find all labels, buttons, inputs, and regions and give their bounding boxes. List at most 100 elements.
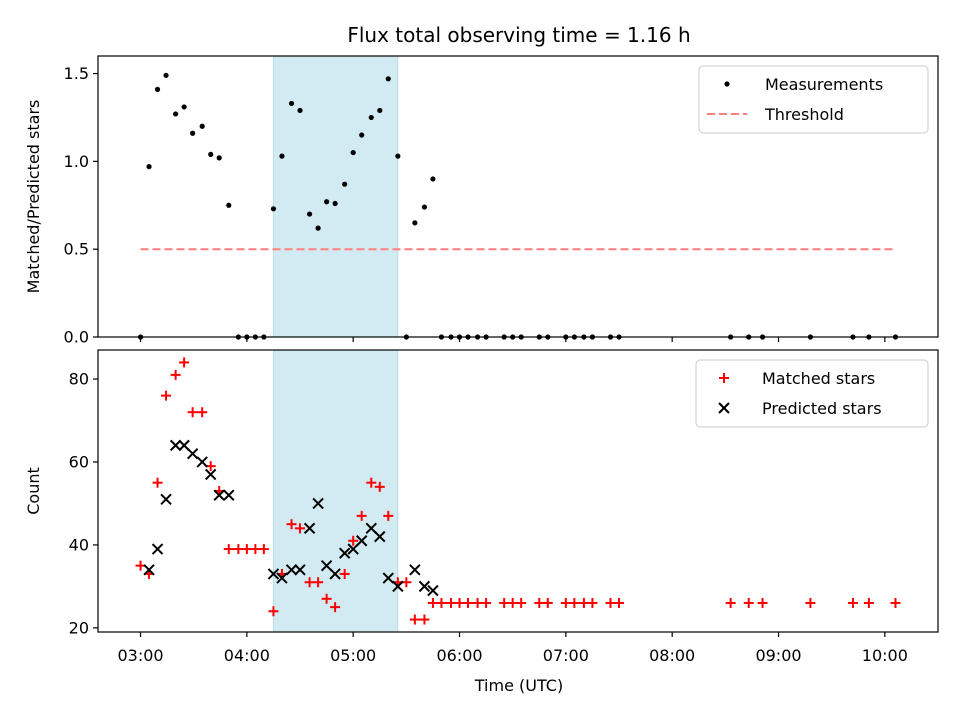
predicted-star-point bbox=[347, 543, 359, 555]
matched-star-point bbox=[187, 407, 198, 418]
matched-star-point bbox=[890, 597, 901, 608]
measurement-point bbox=[359, 132, 365, 138]
matched-star-point bbox=[374, 481, 385, 492]
x-tick-label: 09:00 bbox=[755, 646, 801, 665]
matched-star-point bbox=[472, 597, 483, 608]
x-tick-label: 05:00 bbox=[330, 646, 376, 665]
matched-star-point bbox=[268, 606, 279, 617]
matched-star-point bbox=[847, 597, 858, 608]
measurement-point bbox=[315, 225, 321, 231]
predicted-star-point bbox=[329, 568, 341, 580]
matched-star-point bbox=[446, 597, 457, 608]
matched-star-point bbox=[348, 535, 359, 546]
x-b bbox=[427, 584, 439, 597]
predicted-star-point bbox=[294, 564, 306, 576]
x-b bbox=[178, 439, 190, 452]
matched-star-point bbox=[330, 602, 341, 613]
measurement-point bbox=[324, 199, 330, 205]
measurement-point bbox=[154, 86, 161, 92]
predicted-star-point bbox=[223, 489, 235, 501]
x-b bbox=[409, 564, 421, 576]
x-b bbox=[186, 447, 199, 460]
matched-star-point bbox=[587, 597, 598, 608]
measurement-point bbox=[332, 200, 338, 207]
measurement-point bbox=[368, 114, 374, 121]
matched-star-point bbox=[233, 544, 244, 555]
legend-label: Threshold bbox=[764, 105, 844, 124]
x-tick-label: 03:00 bbox=[117, 646, 163, 665]
chart-title: Flux total observing time = 1.16 h bbox=[347, 23, 690, 47]
predicted-star-point bbox=[382, 572, 394, 584]
x-b bbox=[223, 489, 235, 501]
x-b bbox=[267, 568, 280, 580]
matched-star-point bbox=[725, 597, 736, 608]
predicted-star-point bbox=[285, 564, 298, 576]
panel-ratio: 0.0 0.5 1.0 1.5 Matched/Predicted stars Measu… bbox=[24, 55, 939, 347]
predicted-star-point bbox=[374, 530, 386, 543]
x-b bbox=[355, 535, 368, 547]
matched-star-point bbox=[534, 597, 545, 608]
matched-star-point bbox=[304, 577, 315, 588]
series-count-1 bbox=[143, 439, 439, 597]
predicted-star-point bbox=[365, 522, 377, 535]
measurement-point bbox=[412, 220, 418, 226]
predicted-star-point bbox=[303, 522, 316, 535]
legend-box bbox=[695, 359, 929, 428]
matched-star-point bbox=[427, 597, 438, 608]
matched-star-point bbox=[152, 477, 163, 488]
legend-label: Measurements bbox=[765, 75, 883, 94]
y-tick-label: 40 bbox=[69, 535, 89, 554]
predicted-star-point bbox=[186, 447, 199, 460]
matched-star-point bbox=[499, 597, 510, 608]
predicted-star-point bbox=[320, 559, 333, 572]
x-b bbox=[329, 568, 341, 580]
measurement-point bbox=[385, 76, 391, 82]
measurement-point bbox=[270, 206, 277, 212]
matched-star-point bbox=[286, 519, 297, 530]
predicted-star-point bbox=[427, 584, 439, 597]
y-axis-label: Matched/Predicted stars bbox=[24, 100, 43, 294]
measurement-point bbox=[297, 107, 303, 114]
panel-count: 20 40 60 80 03:00 04:00 05:00 06:00 07:00 08:00 09… bbox=[24, 349, 939, 665]
legend-dot-swatch bbox=[724, 81, 730, 87]
matched-star-point bbox=[578, 597, 589, 608]
measurement-point bbox=[181, 104, 187, 110]
x-b bbox=[338, 547, 351, 559]
x-b bbox=[285, 564, 298, 576]
matched-star-point bbox=[366, 477, 377, 488]
x-b bbox=[213, 489, 225, 501]
measurement-point bbox=[421, 204, 428, 210]
predicted-star-point bbox=[392, 580, 404, 593]
measurement-point bbox=[306, 211, 313, 217]
measurement-point bbox=[163, 72, 169, 78]
measurement-point bbox=[199, 123, 205, 129]
measurement-point bbox=[173, 111, 179, 117]
legend-label: Matched stars bbox=[762, 369, 875, 388]
predicted-star-point bbox=[160, 493, 172, 506]
matched-star-point bbox=[743, 597, 754, 608]
matched-star-point bbox=[605, 597, 616, 608]
measurement-point bbox=[279, 153, 285, 159]
y-tick-label: 1.0 bbox=[64, 152, 89, 171]
measurement-point bbox=[190, 130, 196, 136]
matched-star-point bbox=[507, 597, 518, 608]
y-axis-label: Count bbox=[24, 467, 43, 515]
predicted-star-point bbox=[169, 439, 182, 452]
y-tick-label: 20 bbox=[69, 618, 89, 637]
x-b bbox=[320, 559, 333, 572]
x-b bbox=[392, 580, 404, 593]
matched-star-point bbox=[383, 510, 394, 521]
matched-star-point bbox=[295, 523, 306, 534]
x-tick-label: 07:00 bbox=[543, 646, 589, 665]
matched-star-point bbox=[516, 597, 527, 608]
predicted-star-point bbox=[213, 489, 225, 501]
predicted-star-point bbox=[418, 580, 431, 593]
x-axis-label: Time (UTC) bbox=[474, 676, 563, 695]
matched-star-point bbox=[250, 544, 261, 555]
x-tick-label: 10:00 bbox=[862, 646, 908, 665]
x-b bbox=[143, 564, 155, 576]
x-b bbox=[160, 493, 172, 506]
matched-star-point bbox=[339, 568, 350, 579]
predicted-star-point bbox=[409, 564, 421, 576]
matched-star-point bbox=[805, 597, 816, 608]
